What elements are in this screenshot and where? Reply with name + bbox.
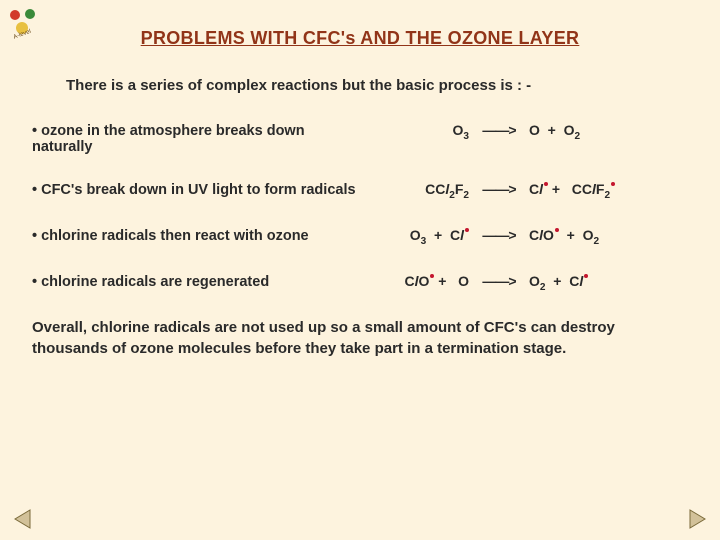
reaction-row: • chlorine radicals then react with ozon… (32, 227, 688, 247)
reaction-desc: • CFC's break down in UV light to form r… (32, 182, 377, 198)
reaction-desc: • ozone in the atmosphere breaks down na… (32, 123, 377, 155)
prev-button[interactable] (12, 508, 34, 530)
reaction-equation: CCl2F2——>Cl + CClF2 (377, 181, 688, 201)
page-title: PROBLEMS WITH CFC's AND THE OZONE LAYER (32, 28, 688, 49)
reaction-list: • ozone in the atmosphere breaks down na… (32, 122, 688, 292)
reaction-row: • CFC's break down in UV light to form r… (32, 181, 688, 201)
reaction-row: • ozone in the atmosphere breaks down na… (32, 122, 688, 155)
next-button[interactable] (686, 508, 708, 530)
reaction-desc: • chlorine radicals are regenerated (32, 274, 377, 290)
intro-text: There is a series of complex reactions b… (66, 77, 688, 94)
reaction-equation: ClO + O——>O2 + Cl (377, 273, 688, 293)
logo-icon: A-level (6, 6, 40, 40)
summary-text: Overall, chlorine radicals are not used … (32, 318, 688, 359)
reaction-row: • chlorine radicals are regeneratedClO +… (32, 273, 688, 293)
reaction-desc: • chlorine radicals then react with ozon… (32, 228, 377, 244)
reaction-equation: O3——>O + O2 (377, 122, 688, 142)
reaction-equation: O3 + Cl——>ClO + O2 (377, 227, 688, 247)
slide: A-level PROBLEMS WITH CFC's AND THE OZON… (0, 0, 720, 540)
